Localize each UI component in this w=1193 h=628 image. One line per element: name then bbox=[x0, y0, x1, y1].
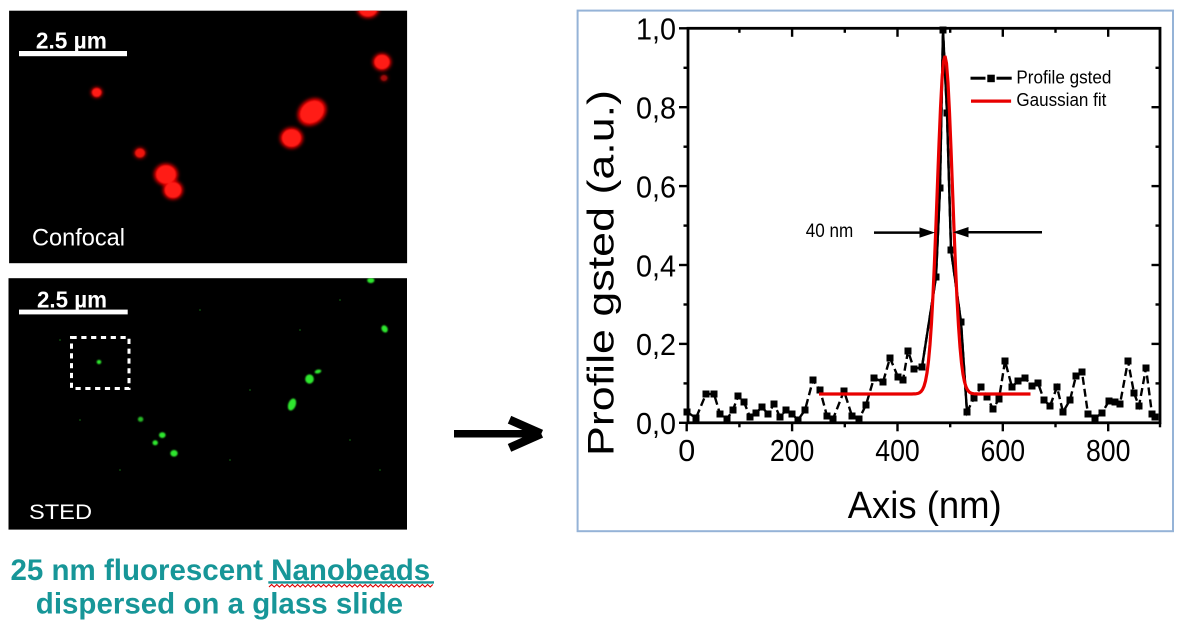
svg-text:40 nm: 40 nm bbox=[806, 221, 854, 242]
svg-text:Profile gsted (a.u.): Profile gsted (a.u.) bbox=[581, 90, 622, 456]
svg-text:1,0: 1,0 bbox=[636, 13, 676, 47]
svg-text:800: 800 bbox=[1086, 434, 1131, 468]
svg-text:600: 600 bbox=[981, 434, 1026, 468]
svg-text:0,0: 0,0 bbox=[636, 407, 676, 441]
svg-text:Confocal: Confocal bbox=[32, 225, 125, 252]
svg-text:Gaussian fit: Gaussian fit bbox=[1016, 90, 1106, 110]
svg-text:0,8: 0,8 bbox=[636, 92, 676, 126]
svg-text:STED: STED bbox=[29, 500, 92, 524]
svg-text:2.5 µm: 2.5 µm bbox=[37, 286, 107, 312]
svg-text:0,6: 0,6 bbox=[636, 170, 676, 204]
svg-text:2.5 µm: 2.5 µm bbox=[36, 27, 107, 53]
svg-text:0,4: 0,4 bbox=[636, 249, 676, 283]
svg-text:0: 0 bbox=[678, 434, 695, 468]
svg-text:0,2: 0,2 bbox=[636, 328, 676, 362]
svg-text:Axis (nm): Axis (nm) bbox=[848, 485, 1002, 527]
svg-text:Profile gsted: Profile gsted bbox=[1016, 68, 1111, 88]
svg-text:400: 400 bbox=[875, 434, 920, 468]
svg-text:dispersed on a glass slide: dispersed on a glass slide bbox=[36, 588, 403, 621]
svg-text:200: 200 bbox=[770, 434, 815, 468]
